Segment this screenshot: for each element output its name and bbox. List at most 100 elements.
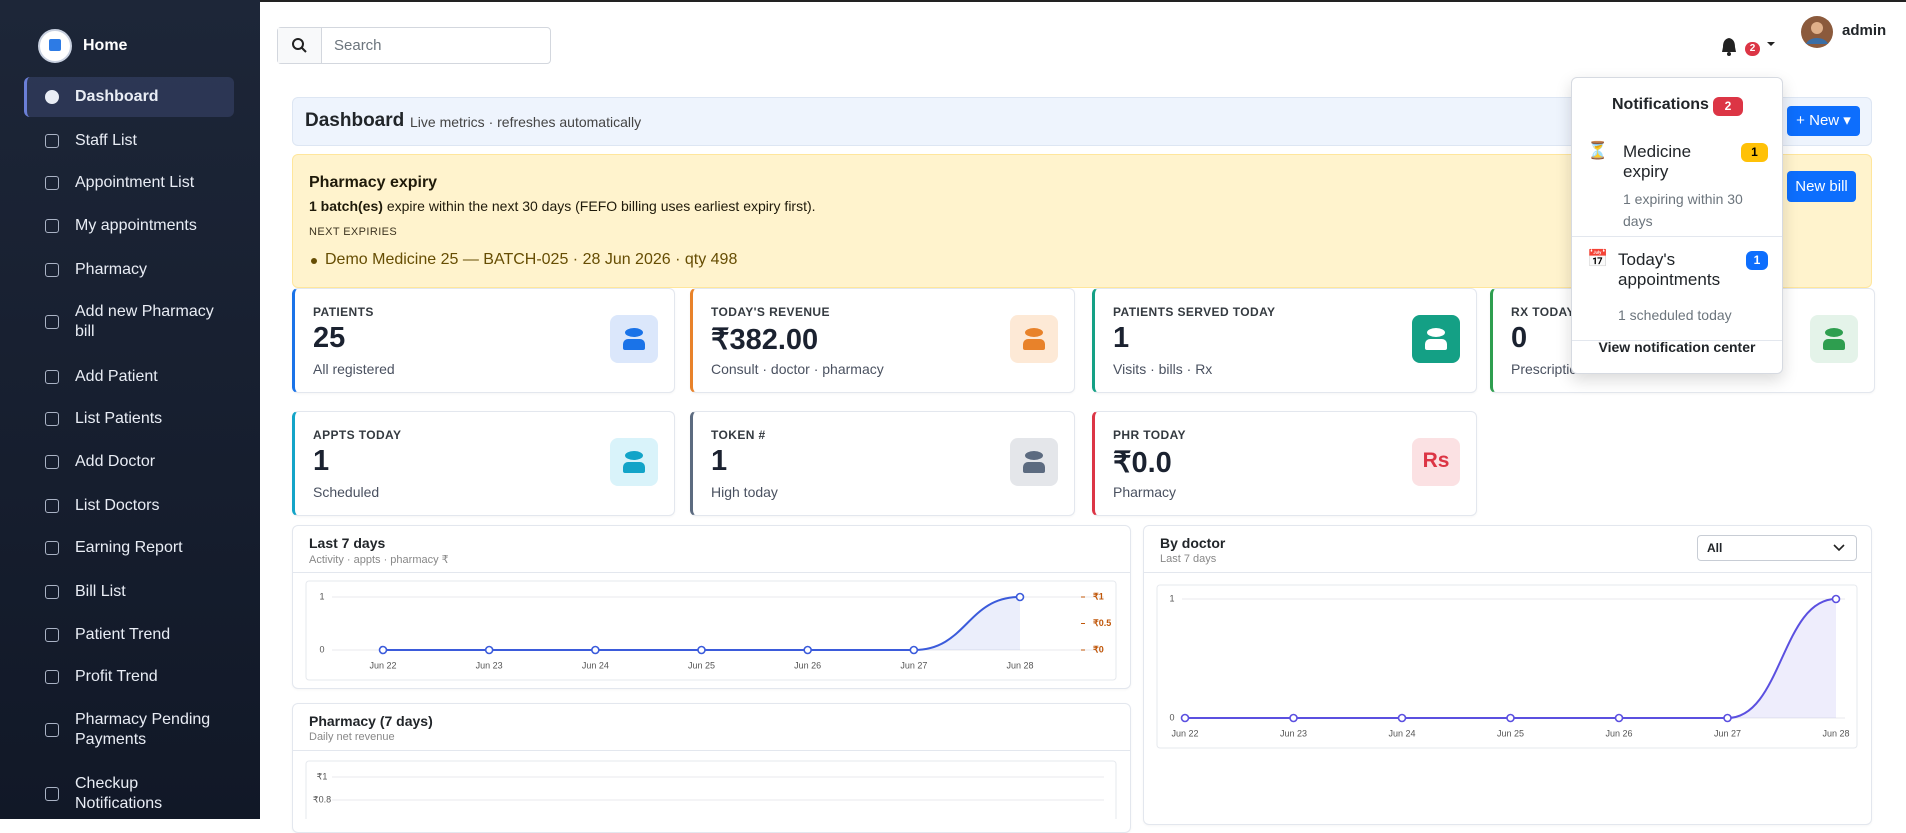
nav-item[interactable]: Add Doctor xyxy=(75,453,156,470)
stat-label: PHR TODAY xyxy=(1113,428,1186,442)
notification-footer[interactable]: View notification center xyxy=(1598,339,1756,355)
nav-icon xyxy=(45,787,59,801)
y-tick-label: 1 xyxy=(1169,593,1174,603)
x-tick-label: Jun 27 xyxy=(1714,728,1741,738)
point xyxy=(1831,594,1841,604)
divider xyxy=(1144,572,1871,573)
stat-sub: High today xyxy=(711,484,778,500)
nav-item[interactable]: Add Patient xyxy=(75,368,158,385)
avatar[interactable] xyxy=(1800,15,1834,49)
notification-detail: 1 scheduled today xyxy=(1618,307,1732,323)
y-tick-label: ₹0.8 xyxy=(313,794,331,804)
point xyxy=(1015,592,1025,602)
nav-item[interactable]: Checkup Notifications xyxy=(75,775,163,812)
stat-icon xyxy=(1412,315,1460,363)
notification-count: 2 xyxy=(1713,97,1743,116)
nav-icon xyxy=(45,315,59,329)
icon-glyph xyxy=(1425,339,1447,350)
user-name[interactable]: admin xyxy=(1842,22,1887,39)
new-button[interactable]: + New ▾ xyxy=(1787,106,1860,136)
notification-title[interactable]: Today's appointments xyxy=(1618,250,1721,289)
doctor-filter[interactable]: All xyxy=(1697,535,1857,561)
chart-card: By doctor Last 7 days All xyxy=(1143,525,1872,825)
expiry-item: Demo Medicine 25 — BATCH-025 · 28 Jun 20… xyxy=(309,251,737,269)
notification-dropdown: Notifications 2 ⏳ Medicine expiry 1 1 expir… xyxy=(1571,77,1783,374)
new-bill-button[interactable]: New bill xyxy=(1787,171,1856,202)
bell-icon[interactable] xyxy=(1718,34,1748,60)
stat-value: ₹382.00 xyxy=(711,324,819,356)
nav-icon xyxy=(45,370,59,384)
line xyxy=(382,596,1021,651)
x-tick-label: Jun 23 xyxy=(1280,728,1307,738)
x-tick-label: Jun 26 xyxy=(794,660,821,670)
nav-item[interactable]: Staff List xyxy=(75,132,137,149)
stat-label: RX TODAY xyxy=(1511,305,1575,319)
nav-item[interactable]: My appointments xyxy=(75,217,197,234)
line-area xyxy=(1185,599,1836,718)
notification-title[interactable]: Medicine expiry xyxy=(1623,142,1692,181)
top-edge xyxy=(0,0,1906,2)
point xyxy=(1614,713,1624,723)
nav-item[interactable]: Profit Trend xyxy=(75,668,158,685)
stat-value: 1 xyxy=(711,445,728,477)
divider xyxy=(293,572,1130,573)
brand-name[interactable]: Home xyxy=(83,37,128,54)
point xyxy=(1180,713,1190,723)
icon-glyph xyxy=(1823,339,1845,350)
icon-glyph xyxy=(623,462,645,473)
icon-glyph xyxy=(1025,328,1043,337)
header-title: Dashboard xyxy=(305,110,405,131)
brand-logo xyxy=(38,29,72,63)
nav-icon xyxy=(45,723,59,737)
y-tick-label: ₹1 xyxy=(317,771,328,781)
nav-icon xyxy=(45,670,59,684)
stat-label: TOKEN # xyxy=(711,428,766,442)
bullet xyxy=(311,258,317,264)
divider xyxy=(1572,340,1782,341)
nav-item[interactable]: Dashboard xyxy=(75,88,159,105)
nav-icon xyxy=(45,219,59,233)
stat-icon xyxy=(1010,438,1058,486)
x-tick-label: Jun 26 xyxy=(1605,728,1632,738)
x-tick-label: Jun 22 xyxy=(369,660,396,670)
stat-label: APPTS TODAY xyxy=(313,428,402,442)
stat-sub: Scheduled xyxy=(313,484,380,500)
nav-item[interactable]: Appointment List xyxy=(75,174,195,191)
stat-icon: Rs xyxy=(1412,438,1460,486)
line xyxy=(1185,598,1837,719)
x-tick-label: Jun 23 xyxy=(476,660,503,670)
stat-card: APPTS TODAY 1 Scheduled xyxy=(292,411,675,516)
filter-caret xyxy=(1833,544,1845,552)
nav-item[interactable]: Add new Pharmacy bill xyxy=(75,303,214,340)
nav-item[interactable]: List Doctors xyxy=(75,497,160,514)
nav-item[interactable]: Earning Report xyxy=(75,539,183,556)
nav-item[interactable]: Patient Trend xyxy=(75,626,171,643)
icon-glyph xyxy=(1023,462,1045,473)
stat-value: 0 xyxy=(1511,322,1528,354)
notification-detail: 1 expiring within 30 days xyxy=(1623,191,1743,229)
notification-badge: 1 xyxy=(1746,251,1768,270)
nav-item[interactable]: Pharmacy Pending Payments xyxy=(75,711,211,748)
plot-frame xyxy=(1156,584,1858,749)
y-tick-label: 1 xyxy=(319,591,324,601)
x-tick-label: Jun 25 xyxy=(1497,728,1524,738)
chart-card: Last 7 days Activity · appts · pharmacy … xyxy=(292,525,1131,689)
search-box[interactable]: Search xyxy=(277,27,551,64)
nav-icon xyxy=(45,499,59,513)
nav-icon xyxy=(45,541,59,555)
alert-body: expire within the next 30 days (FEFO bil… xyxy=(386,198,816,214)
nav-item[interactable]: Bill List xyxy=(75,583,126,600)
x-tick-label: Jun 24 xyxy=(1388,728,1415,738)
point xyxy=(591,645,600,655)
nav-icon xyxy=(45,134,59,148)
alert-text: 1 batch(es) expire within the next 30 da… xyxy=(309,198,816,214)
chart-subtitle: Daily net revenue xyxy=(309,731,395,743)
x-tick-label: Jun 24 xyxy=(582,660,609,670)
stat-value: 25 xyxy=(313,322,346,354)
nav-item[interactable]: List Patients xyxy=(75,410,163,427)
nav-icon xyxy=(45,628,59,642)
nav-item[interactable]: Pharmacy xyxy=(75,261,148,278)
new-button-label: New xyxy=(1809,112,1840,129)
point xyxy=(378,645,388,655)
